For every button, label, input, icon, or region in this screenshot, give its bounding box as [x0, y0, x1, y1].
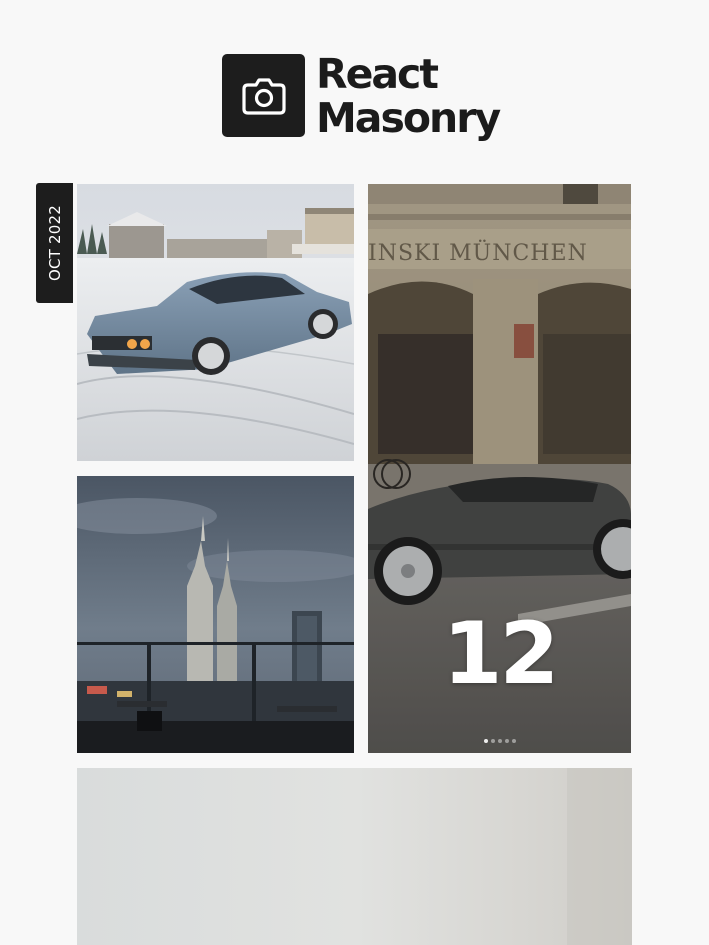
- title-line-1: React: [316, 50, 439, 98]
- porsche-hotel-photo: INSKI MÜNCHEN: [368, 184, 631, 753]
- date-tag: OCT 2022: [36, 183, 73, 303]
- carousel-dots[interactable]: [368, 739, 631, 743]
- photo-tile-grey[interactable]: [77, 768, 632, 945]
- page-title: React Masonry: [316, 50, 501, 142]
- carousel-dot[interactable]: [504, 739, 509, 743]
- carousel-dot[interactable]: [511, 739, 516, 743]
- grey-wall-photo: [77, 768, 632, 945]
- title-line-2: Masonry: [316, 94, 501, 142]
- logo[interactable]: [222, 54, 305, 137]
- carousel-dot[interactable]: [483, 739, 488, 743]
- photo-tile-porsche[interactable]: INSKI MÜNCHEN 12: [368, 184, 631, 753]
- carousel-dot[interactable]: [490, 739, 495, 743]
- date-label: OCT 2022: [45, 205, 64, 281]
- photo-tile-towers[interactable]: [77, 476, 354, 753]
- petronas-towers-photo: [77, 476, 354, 753]
- photo-tile-bmw-snow[interactable]: [77, 184, 354, 461]
- carousel-dot[interactable]: [497, 739, 502, 743]
- camera-icon: [240, 76, 288, 116]
- svg-text:INSKI MÜNCHEN: INSKI MÜNCHEN: [368, 239, 588, 266]
- bmw-coupe-snow-photo: [77, 184, 354, 461]
- photo-count: 12: [442, 604, 560, 704]
- app-header: React Masonry: [222, 50, 501, 148]
